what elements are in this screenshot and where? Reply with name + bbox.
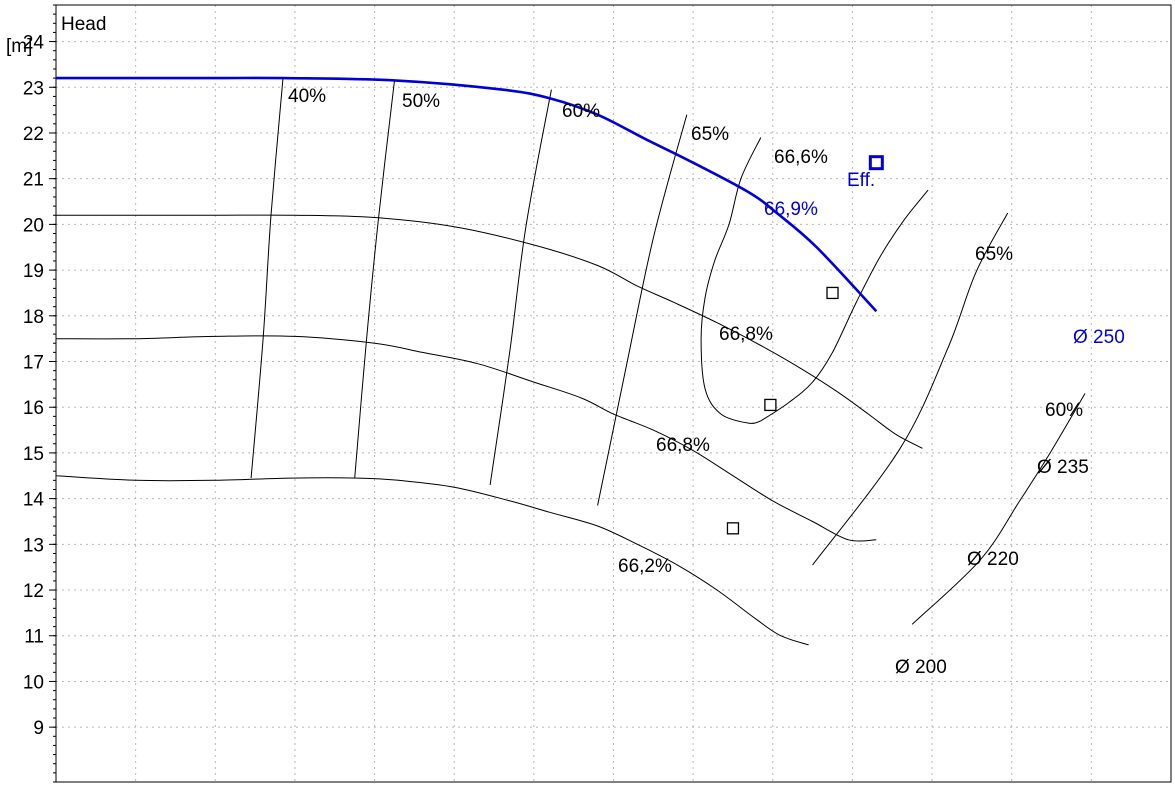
plot-frame: 9 10 11 12 13 14 15 16 17 18 19 20 21 22 23 24 [23, 4, 1172, 783]
y-tick-label: 10 [23, 672, 44, 693]
y-tick-label: 13 [23, 535, 44, 556]
efficiency-line [760, 189, 929, 422]
efficiency-line [489, 89, 552, 485]
efficiency-label: 65% [691, 124, 729, 145]
diameter-label-220: Ø 220 [967, 549, 1019, 570]
y-tick-label: 14 [23, 490, 45, 511]
head-curve [55, 335, 877, 542]
efficiency-lines [250, 78, 1086, 625]
bep-value: 66,2% [618, 556, 672, 577]
duty-point-markers [726, 155, 884, 535]
efficiency-line [911, 393, 1086, 625]
efficiency-label: 60% [1045, 400, 1083, 421]
bep-marker [726, 522, 740, 535]
bep-value: 66,8% [719, 324, 773, 345]
efficiency-label: 60% [562, 101, 600, 122]
y-tick-label: 9 [33, 718, 44, 739]
y-tick-label: 21 [23, 170, 44, 191]
head-curve [56, 214, 923, 449]
eff-point-tag: Eff. [847, 170, 875, 191]
y-tick-label: 16 [23, 398, 44, 419]
efficiency-label: 66,6% [774, 147, 828, 168]
diameter-label-250: Ø 250 [1073, 327, 1125, 348]
selected-head-curve [56, 76, 878, 313]
plot-border [55, 4, 1172, 783]
y-tick-label: 22 [23, 124, 44, 145]
efficiency-label: 40% [288, 86, 326, 107]
bep-marker [826, 286, 839, 300]
y-tick-label: 15 [23, 444, 44, 465]
efficiency-line [597, 114, 688, 506]
bep-value: 66,8% [656, 435, 710, 456]
efficiency-line [250, 78, 284, 479]
efficiency-line [700, 137, 762, 424]
bep-marker [764, 398, 777, 412]
chart-labels: 40% 50% 60% 65% 66,6% 65% 60% Eff. 66,9% 66,8% 66,… [288, 86, 1125, 678]
y-tick-label: 19 [23, 261, 44, 282]
efficiency-line [812, 212, 1009, 566]
y-axis-label: [m] [6, 36, 32, 57]
efficiency-label: 65% [975, 244, 1013, 265]
head-curves [55, 76, 923, 646]
y-tick-label: 20 [23, 215, 44, 236]
y-tick-label: 12 [23, 581, 44, 602]
eff-point-value: 66,9% [764, 199, 818, 220]
efficiency-label: 50% [402, 91, 440, 112]
diameter-label-235: Ø 235 [1037, 457, 1089, 478]
y-tick-label: 23 [23, 78, 44, 99]
y-tick-label: 17 [23, 353, 44, 374]
y-tick-label: 18 [23, 307, 44, 328]
y-tick-label: 11 [24, 627, 44, 648]
y-tick-label: 24 [23, 33, 45, 54]
head-curve [55, 475, 809, 646]
chart-title: Head [61, 14, 106, 35]
efficiency-line [354, 80, 395, 479]
efficiency-point-marker [868, 155, 884, 171]
diameter-label-200: Ø 200 [895, 657, 947, 678]
